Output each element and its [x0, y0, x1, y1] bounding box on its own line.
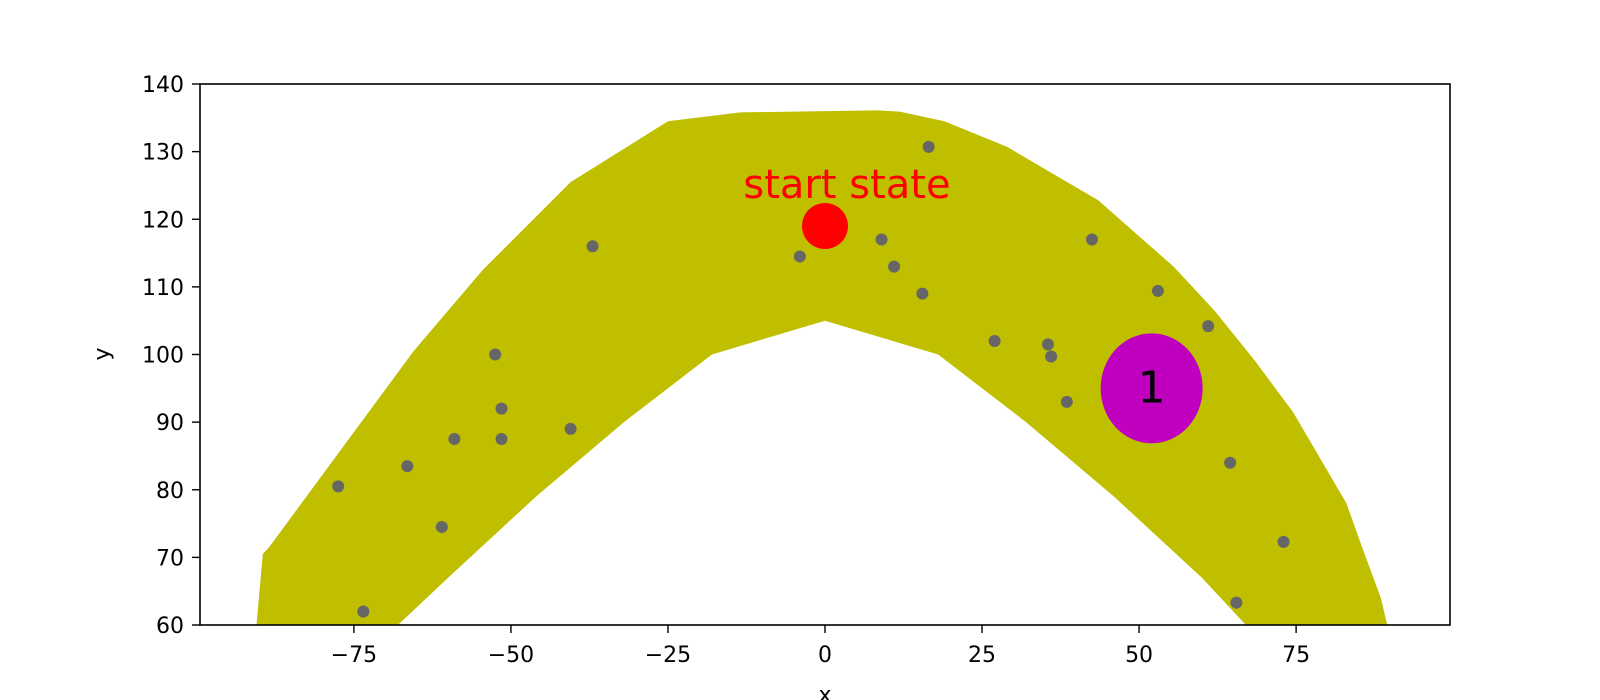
scatter-point: [922, 140, 935, 153]
scatter-point: [875, 233, 888, 246]
goal-marker-1: [1100, 333, 1203, 444]
scatter-point: [1060, 395, 1073, 408]
x-tick-label: 25: [968, 643, 996, 668]
scatter-point: [916, 287, 929, 300]
y-tick-label: 110: [142, 276, 184, 301]
y-tick-label: 140: [142, 73, 184, 98]
scatter-point: [1045, 350, 1058, 363]
feasible-region-band: [256, 110, 1388, 625]
scatter-point: [495, 402, 508, 415]
scatter-point: [1085, 233, 1098, 246]
scatter-point: [1277, 535, 1290, 548]
scatter-point: [1202, 320, 1215, 333]
start-state-marker: [802, 203, 848, 250]
x-tick-label: 50: [1125, 643, 1153, 668]
scatter-point: [586, 240, 599, 253]
start-state-label: start state: [743, 162, 950, 208]
scatter-point: [401, 460, 414, 473]
scatter-point: [888, 260, 901, 273]
scatter-point: [495, 433, 508, 446]
y-tick-label: 80: [156, 479, 184, 504]
scatter-point: [435, 520, 448, 533]
scatter-point: [1230, 596, 1243, 609]
scatter-point: [1151, 284, 1164, 297]
x-tick-label: −75: [331, 643, 377, 668]
scatter-point: [332, 480, 345, 493]
y-tick-label: 90: [156, 411, 184, 436]
scatter-point: [988, 334, 1001, 347]
scatter-point: [793, 250, 806, 263]
scatter-point: [448, 433, 461, 446]
x-tick-label: 75: [1282, 643, 1310, 668]
x-tick-label: 0: [818, 643, 832, 668]
x-tick-label: −50: [488, 643, 534, 668]
scatter-point: [489, 348, 502, 361]
x-axis-label: x: [818, 683, 831, 700]
y-tick-label: 130: [142, 141, 184, 166]
y-tick-label: 100: [142, 344, 184, 369]
x-tick-label: −25: [645, 643, 691, 668]
y-tick-label: 70: [156, 546, 184, 571]
scatter-point: [1224, 456, 1237, 469]
y-tick-label: 120: [142, 208, 184, 233]
scatter-point: [357, 605, 370, 618]
goal-label-1: 1: [1138, 362, 1166, 413]
y-axis-label: y: [90, 347, 115, 360]
scatter-point: [564, 422, 577, 435]
y-tick-label: 60: [156, 614, 184, 639]
scatter-point: [1041, 338, 1054, 351]
